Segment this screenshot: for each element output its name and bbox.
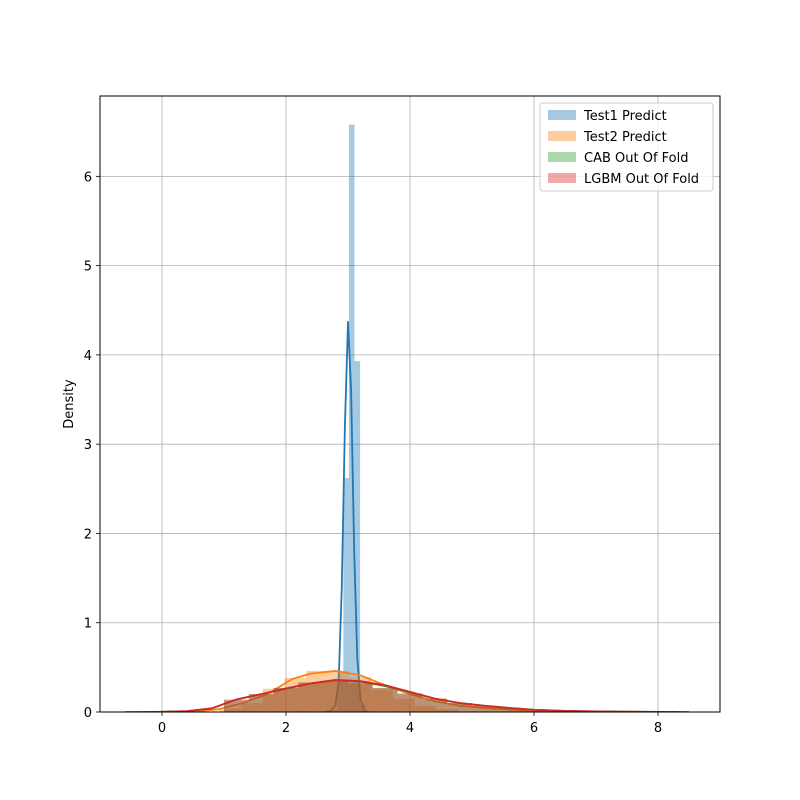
series-3 <box>143 678 677 712</box>
histogram-bar <box>397 693 423 712</box>
kde-line <box>143 678 677 712</box>
legend-label: Test2 Predict <box>583 130 667 145</box>
histogram-bar <box>371 689 393 712</box>
x-tick-label: 2 <box>282 721 290 736</box>
legend-swatch <box>548 131 576 141</box>
x-tick-label: 0 <box>158 721 166 736</box>
histogram-bar <box>422 698 448 712</box>
y-tick-label: 6 <box>84 170 92 185</box>
y-tick-label: 1 <box>84 617 92 632</box>
y-axis-label: Density <box>62 379 77 429</box>
histogram-bar <box>397 694 423 712</box>
histogram-bar <box>496 707 522 712</box>
plot-series <box>124 124 690 712</box>
x-tick-label: 8 <box>654 721 662 736</box>
histogram-bar <box>343 478 349 712</box>
histogram-bar <box>284 678 307 712</box>
histogram-bar <box>273 687 299 712</box>
legend-swatch <box>548 173 576 183</box>
histogram-bar <box>323 680 348 712</box>
histogram-bar <box>273 687 299 712</box>
legend-swatch <box>548 152 576 162</box>
y-tick-label: 2 <box>84 527 92 542</box>
histogram-bar <box>349 677 372 712</box>
histogram-bar <box>372 687 398 712</box>
histogram-bar <box>422 698 448 712</box>
histogram-bar <box>224 700 249 712</box>
histogram-bar <box>354 361 361 712</box>
x-tick-label: 4 <box>406 721 414 736</box>
histogram-bar <box>298 682 324 712</box>
histogram-bar <box>447 703 472 712</box>
histogram-bar <box>241 703 263 712</box>
histogram-bar <box>248 694 274 712</box>
series-0 <box>324 124 369 712</box>
x-tick-label: 6 <box>530 721 538 736</box>
histogram-bar <box>496 707 522 712</box>
histogram-bar <box>414 705 437 712</box>
legend-box <box>539 102 714 192</box>
histogram-bar <box>348 683 373 712</box>
histogram-bar <box>392 698 415 712</box>
y-tick-label: 0 <box>84 706 92 721</box>
histogram-bar <box>224 699 249 712</box>
y-tick-label: 3 <box>84 438 92 453</box>
histogram-bar <box>472 705 497 712</box>
kde-line <box>324 320 369 712</box>
kde-line <box>161 670 683 712</box>
legend-label: Test1 Predict <box>583 109 667 124</box>
histogram-bar <box>219 708 242 712</box>
legend: Test1 Predict Test2 Predict CAB Out Of Fol… <box>539 102 714 192</box>
histogram-bar <box>323 680 348 712</box>
histogram-bar <box>348 682 373 712</box>
y-tick-label: 4 <box>84 349 92 364</box>
histogram-bar <box>248 694 274 712</box>
legend-label: LGBM Out Of Fold <box>584 172 699 187</box>
legend-label: CAB Out Of Fold <box>584 151 689 166</box>
histogram-bar <box>298 682 324 712</box>
histogram-bar <box>372 687 398 712</box>
histogram-bar <box>472 705 497 712</box>
grid <box>100 96 720 713</box>
histogram-bar <box>337 671 344 712</box>
histogram-bar <box>436 709 459 712</box>
y-tick-label: 5 <box>84 260 92 275</box>
histogram-bar <box>447 703 472 712</box>
legend-swatch <box>548 110 576 120</box>
histogram-bar <box>332 710 338 712</box>
axis-ticks: 0 2 4 6 8 0 1 2 3 4 5 6 <box>84 170 662 736</box>
